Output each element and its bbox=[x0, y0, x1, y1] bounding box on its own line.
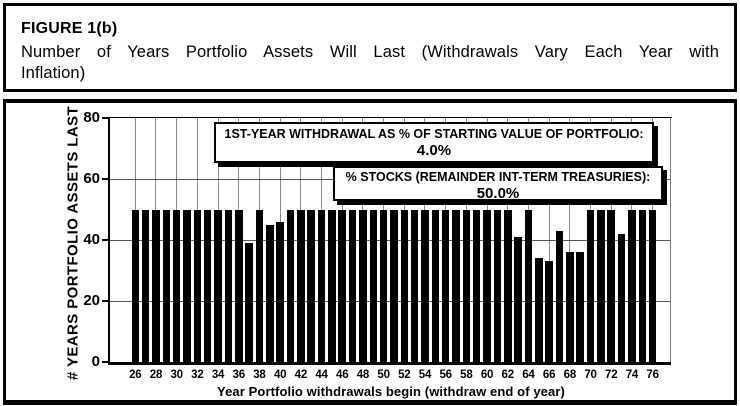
x-axis-title: Year Portfolio withdrawals begin (withdr… bbox=[217, 384, 565, 399]
annotation-stocks-value: 50.0% bbox=[476, 185, 520, 202]
annotation-withdrawal-label: 1ST-YEAR WITHDRAWAL AS % OF STARTING VAL… bbox=[224, 127, 644, 141]
figure-subtitle-line-1: Number of Years Portfolio Assets Will La… bbox=[21, 43, 719, 61]
annotation-withdrawal-value: 4.0% bbox=[416, 142, 452, 159]
annotation-stocks-box: % STOCKS (REMAINDER INT-TERM TREASURIES)… bbox=[333, 166, 663, 202]
annotation-stocks-label: % STOCKS (REMAINDER INT-TERM TREASURIES)… bbox=[345, 170, 651, 184]
figure-caption-box: FIGURE 1(b) Number of Years Portfolio As… bbox=[3, 3, 737, 92]
annotation-withdrawal-box: 1ST-YEAR WITHDRAWAL AS % OF STARTING VAL… bbox=[214, 122, 654, 163]
figure-label: FIGURE 1(b) bbox=[21, 20, 118, 37]
y-axis-title: # YEARS PORTFOLIO ASSETS LAST bbox=[64, 105, 82, 381]
figure-subtitle-line-2: Inflation) bbox=[21, 64, 86, 82]
